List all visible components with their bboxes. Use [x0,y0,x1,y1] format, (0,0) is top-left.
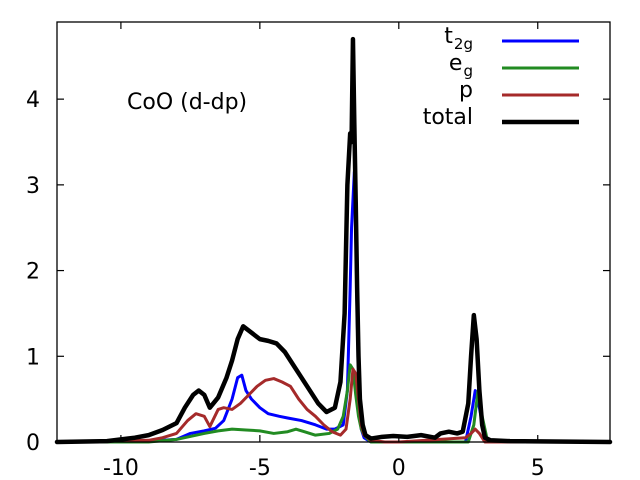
series-line-total [54,36,613,445]
x-tick-label: 5 [531,456,545,480]
ticks-layer: -10 -5 0 5 0 1 2 3 4 [26,22,610,480]
legend-subscript-t2g: 2g [454,35,473,53]
legend-label-t2g: t2g [444,24,473,53]
series-line-t2g [55,170,612,444]
legend-subscript-eg: g [463,62,473,80]
x-tick-label: 0 [392,456,406,480]
y-tick-label: 1 [26,345,40,370]
y-tick-label: 4 [26,88,40,113]
legend-label-p: p [459,78,473,103]
x-tick-label: -10 [103,456,139,480]
series-line-eg [55,363,612,444]
legend-label-total: total [423,105,473,130]
y-tick-label: 3 [26,174,40,199]
y-tick-label: 0 [26,431,40,456]
chart-annotation: CoO (d-dp) [127,90,247,115]
y-tick-label: 2 [26,260,40,285]
x-tick-label: -5 [249,456,271,480]
plot-frame [56,21,611,443]
legend-label-eg: eg [449,51,473,80]
